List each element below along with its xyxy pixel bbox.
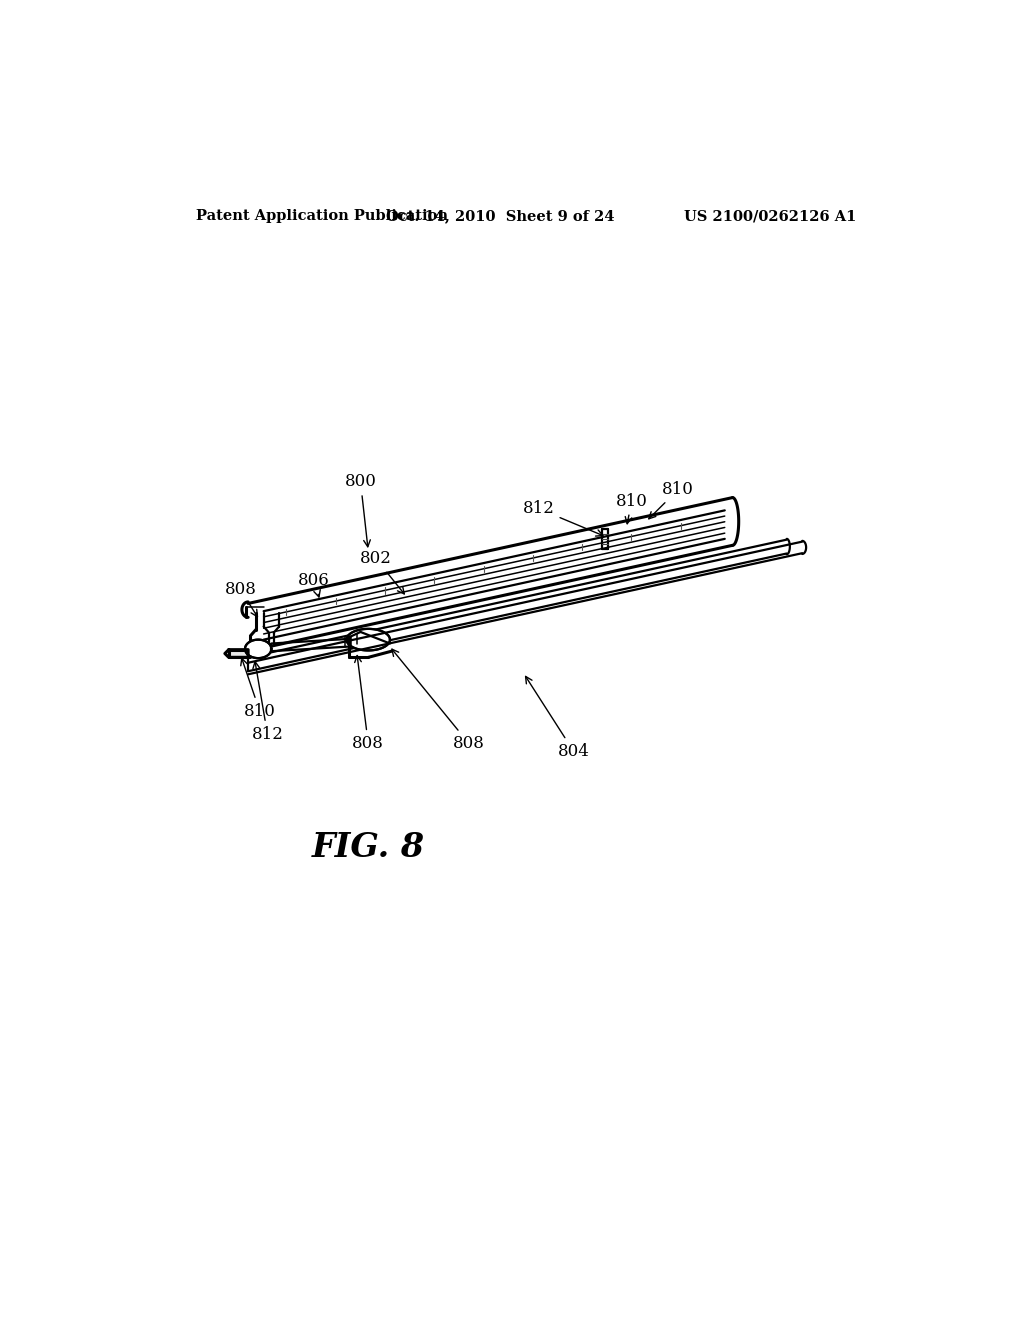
Text: 810: 810 xyxy=(241,659,275,719)
Polygon shape xyxy=(225,649,248,657)
Text: 812: 812 xyxy=(252,661,284,743)
Polygon shape xyxy=(245,640,271,659)
Text: 812: 812 xyxy=(523,500,603,536)
Text: 810: 810 xyxy=(649,480,694,519)
Text: 808: 808 xyxy=(352,656,384,752)
Text: 808: 808 xyxy=(224,581,257,616)
Text: Oct. 14, 2010  Sheet 9 of 24: Oct. 14, 2010 Sheet 9 of 24 xyxy=(386,209,614,223)
Text: 800: 800 xyxy=(344,474,377,546)
Text: 808: 808 xyxy=(392,649,485,752)
Text: 804: 804 xyxy=(525,676,590,760)
Polygon shape xyxy=(346,628,390,651)
Text: 806: 806 xyxy=(298,572,330,597)
Text: 802: 802 xyxy=(360,550,404,594)
Text: US 2100/0262126 A1: US 2100/0262126 A1 xyxy=(684,209,856,223)
Text: 810: 810 xyxy=(615,492,648,524)
Text: FIG. 8: FIG. 8 xyxy=(311,832,425,865)
Text: Patent Application Publication: Patent Application Publication xyxy=(197,209,449,223)
